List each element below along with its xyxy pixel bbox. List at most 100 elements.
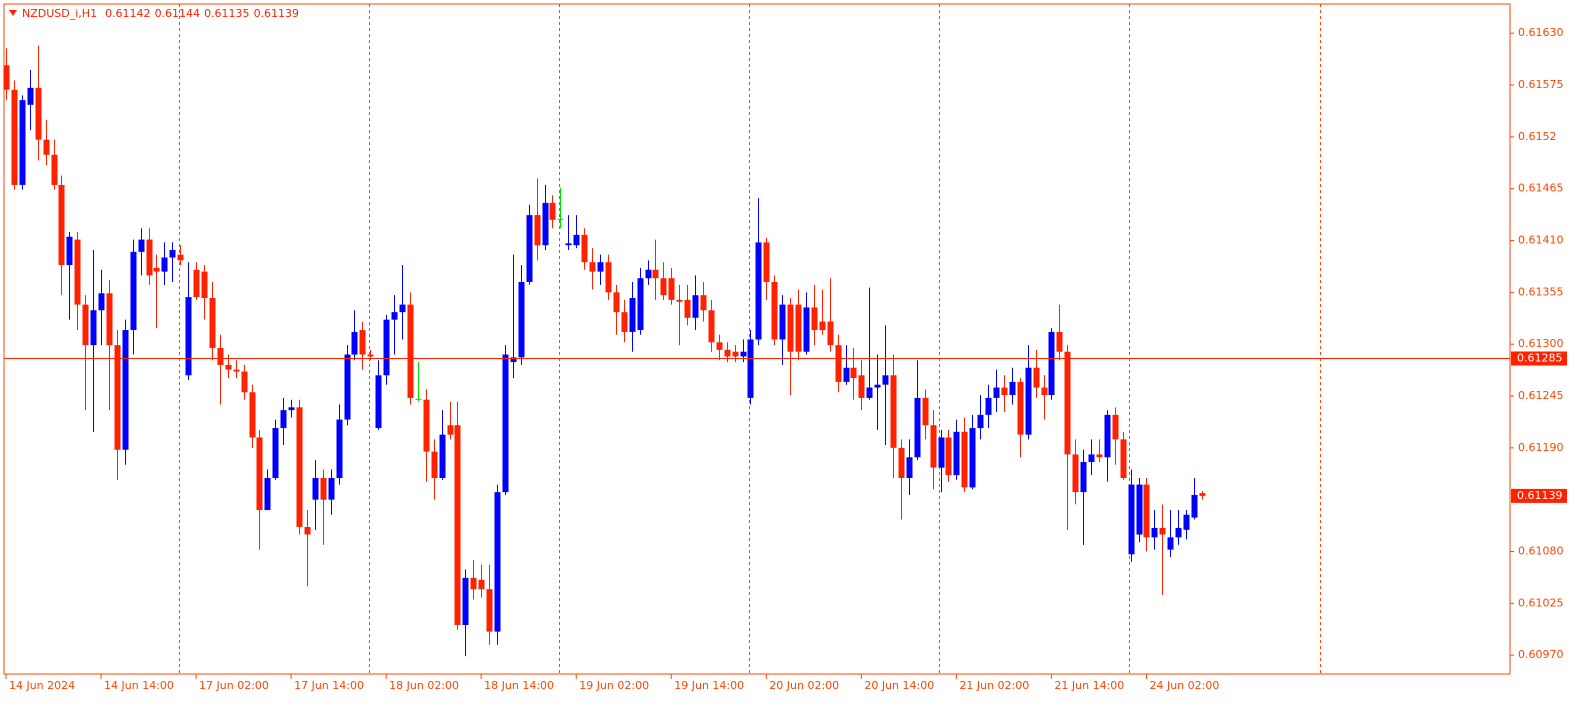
candle-body xyxy=(811,307,818,331)
candle-body xyxy=(383,319,390,376)
candle-body xyxy=(930,425,937,468)
candle-body xyxy=(447,425,454,435)
candle-body xyxy=(153,267,160,272)
candle-body xyxy=(684,299,691,318)
candle-body xyxy=(660,278,667,296)
candle-body xyxy=(1009,381,1016,396)
candle-body xyxy=(415,398,422,400)
candle-body xyxy=(906,457,913,478)
candle-body xyxy=(407,304,414,398)
y-tick-label: 0.61190 xyxy=(1518,441,1564,454)
candle-body xyxy=(74,239,81,305)
candle-body xyxy=(66,236,73,266)
plot-frame xyxy=(3,3,1511,675)
candle-body xyxy=(938,437,945,468)
candle-body xyxy=(241,371,248,393)
x-tick-label: 21 Jun 02:00 xyxy=(959,679,1029,692)
candle-body xyxy=(605,262,612,293)
candle-body xyxy=(106,293,113,346)
candle-body xyxy=(747,339,754,398)
candle-body xyxy=(454,425,461,625)
candle-body xyxy=(1167,537,1174,550)
candle-body xyxy=(890,375,897,448)
x-tick-label: 14 Jun 14:00 xyxy=(104,679,174,692)
candle-body xyxy=(431,451,438,478)
candle-body xyxy=(652,269,659,279)
candle-body xyxy=(708,310,715,343)
candle-body xyxy=(122,330,129,450)
candle-body xyxy=(193,269,200,298)
candle-body xyxy=(1191,494,1198,518)
candle-body xyxy=(740,351,747,357)
candle-body xyxy=(391,312,398,320)
candle-body xyxy=(90,310,97,346)
candle-body xyxy=(827,321,834,346)
candle-body xyxy=(351,331,358,355)
candle-body xyxy=(985,397,992,415)
x-tick-label: 21 Jun 14:00 xyxy=(1054,679,1124,692)
candle-body xyxy=(819,321,826,331)
candle-body xyxy=(328,477,335,500)
y-tick-label: 0.61025 xyxy=(1518,596,1564,609)
candle-body xyxy=(320,477,327,500)
price-line-box xyxy=(1511,351,1567,366)
candle-body xyxy=(359,330,366,355)
candle-body xyxy=(27,87,34,105)
x-tick-label: 18 Jun 02:00 xyxy=(389,679,459,692)
candle-body xyxy=(922,397,929,426)
candle-body xyxy=(169,249,176,258)
y-tick-label: 0.61630 xyxy=(1518,26,1564,39)
candle-body xyxy=(542,202,549,246)
candle-body xyxy=(225,364,232,370)
candle-body xyxy=(597,262,604,272)
candle-body xyxy=(637,278,644,331)
candle-body xyxy=(304,526,311,535)
x-tick-label: 20 Jun 02:00 xyxy=(769,679,839,692)
y-tick-label: 0.61410 xyxy=(1518,234,1564,247)
candle-body xyxy=(795,304,802,352)
candle-body xyxy=(130,251,137,331)
candle-body xyxy=(58,184,65,266)
candle-body xyxy=(882,375,889,385)
candle-body xyxy=(486,589,493,632)
candle-body xyxy=(534,215,541,246)
candle-body xyxy=(264,477,271,511)
candle-body xyxy=(977,414,984,429)
x-tick-label: 19 Jun 14:00 xyxy=(674,679,744,692)
candle-body xyxy=(367,354,374,357)
y-tick-label: 0.61575 xyxy=(1518,78,1564,91)
y-tick-label: 0.61080 xyxy=(1518,544,1564,557)
candle-body xyxy=(787,304,794,352)
candle-body xyxy=(914,397,921,458)
y-tick-label: 0.61355 xyxy=(1518,285,1564,298)
candle-body xyxy=(272,428,279,478)
candle-body xyxy=(146,239,153,276)
candle-body xyxy=(700,295,707,311)
candle-body xyxy=(1041,387,1048,396)
candle-body xyxy=(668,278,675,300)
x-tick-label: 18 Jun 14:00 xyxy=(484,679,554,692)
x-tick-label: 24 Jun 02:00 xyxy=(1149,679,1219,692)
y-tick-label: 0.61300 xyxy=(1518,337,1564,350)
candle-body xyxy=(138,239,145,252)
candle-body xyxy=(621,312,628,332)
x-tick-label: 17 Jun 14:00 xyxy=(294,679,364,692)
candle-body xyxy=(573,234,580,246)
candle-body xyxy=(98,293,105,311)
candle-body xyxy=(1096,454,1103,458)
candle-body xyxy=(565,243,572,246)
last-price-box xyxy=(1511,488,1567,503)
candle-body xyxy=(866,387,873,398)
last-price-label: 0.61139 xyxy=(1517,489,1563,502)
candle-body xyxy=(1080,461,1087,493)
candle-body xyxy=(843,367,850,382)
header-arrow xyxy=(9,10,17,16)
candle-body xyxy=(1143,484,1150,538)
candle-body xyxy=(993,387,1000,398)
candle-body xyxy=(645,269,652,279)
candle-body xyxy=(1017,381,1024,435)
header-low: 0.61135 xyxy=(204,7,250,20)
candle-body xyxy=(724,349,731,357)
candle-body xyxy=(217,347,224,365)
